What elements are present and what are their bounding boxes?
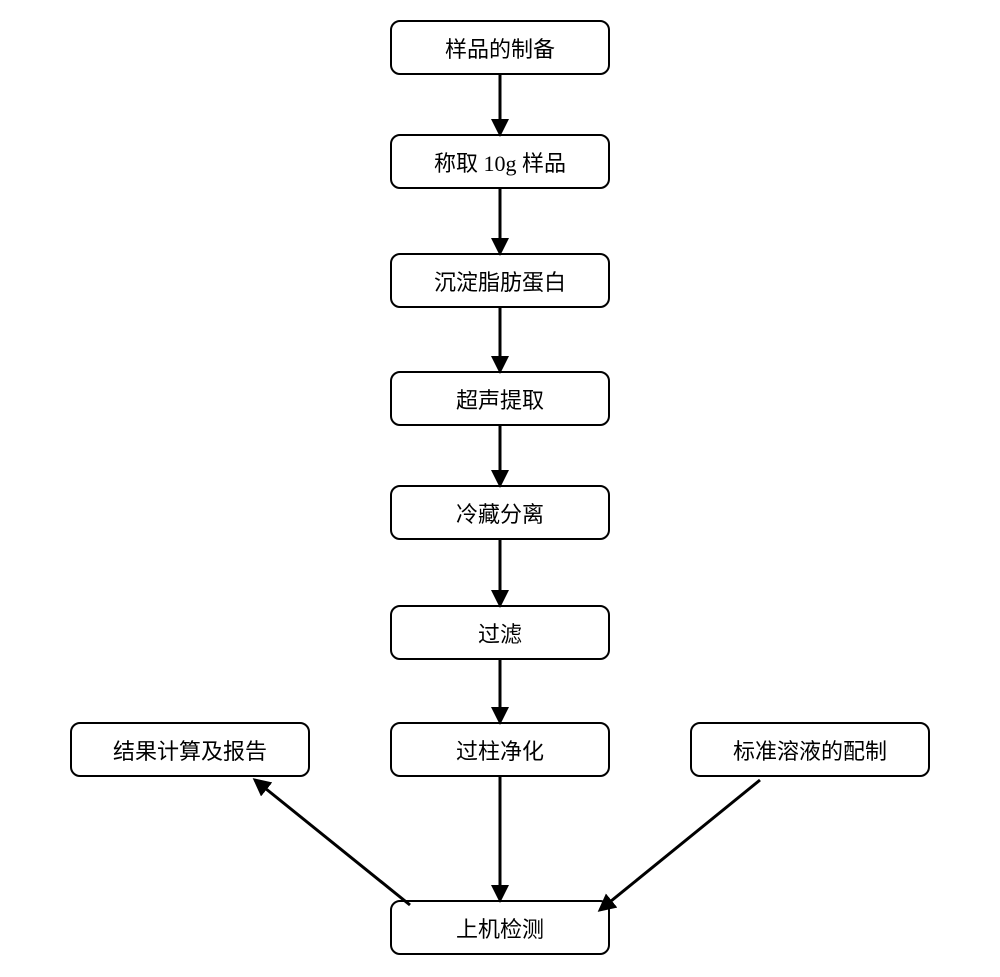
edge-n8-n9 xyxy=(255,780,410,905)
flow-node-n9: 结果计算及报告 xyxy=(70,722,310,777)
flow-node-n4: 超声提取 xyxy=(390,371,610,426)
node-label: 过滤 xyxy=(478,617,522,649)
node-label: 沉淀脂肪蛋白 xyxy=(434,265,566,297)
flow-node-n6: 过滤 xyxy=(390,605,610,660)
node-label: 样品的制备 xyxy=(445,32,555,64)
edge-n10-n8 xyxy=(600,780,760,910)
node-label: 结果计算及报告 xyxy=(113,734,267,766)
node-label: 冷藏分离 xyxy=(456,497,544,529)
flow-node-n8: 上机检测 xyxy=(390,900,610,955)
flow-node-n2: 称取 10g 样品 xyxy=(390,134,610,189)
node-label: 标准溶液的配制 xyxy=(733,734,887,766)
flow-node-n1: 样品的制备 xyxy=(390,20,610,75)
node-label: 称取 10g 样品 xyxy=(434,146,566,178)
node-label: 超声提取 xyxy=(456,383,544,415)
node-label: 上机检测 xyxy=(456,912,544,944)
flow-node-n7: 过柱净化 xyxy=(390,722,610,777)
flow-node-n10: 标准溶液的配制 xyxy=(690,722,930,777)
node-label: 过柱净化 xyxy=(456,734,544,766)
flow-node-n5: 冷藏分离 xyxy=(390,485,610,540)
flow-node-n3: 沉淀脂肪蛋白 xyxy=(390,253,610,308)
